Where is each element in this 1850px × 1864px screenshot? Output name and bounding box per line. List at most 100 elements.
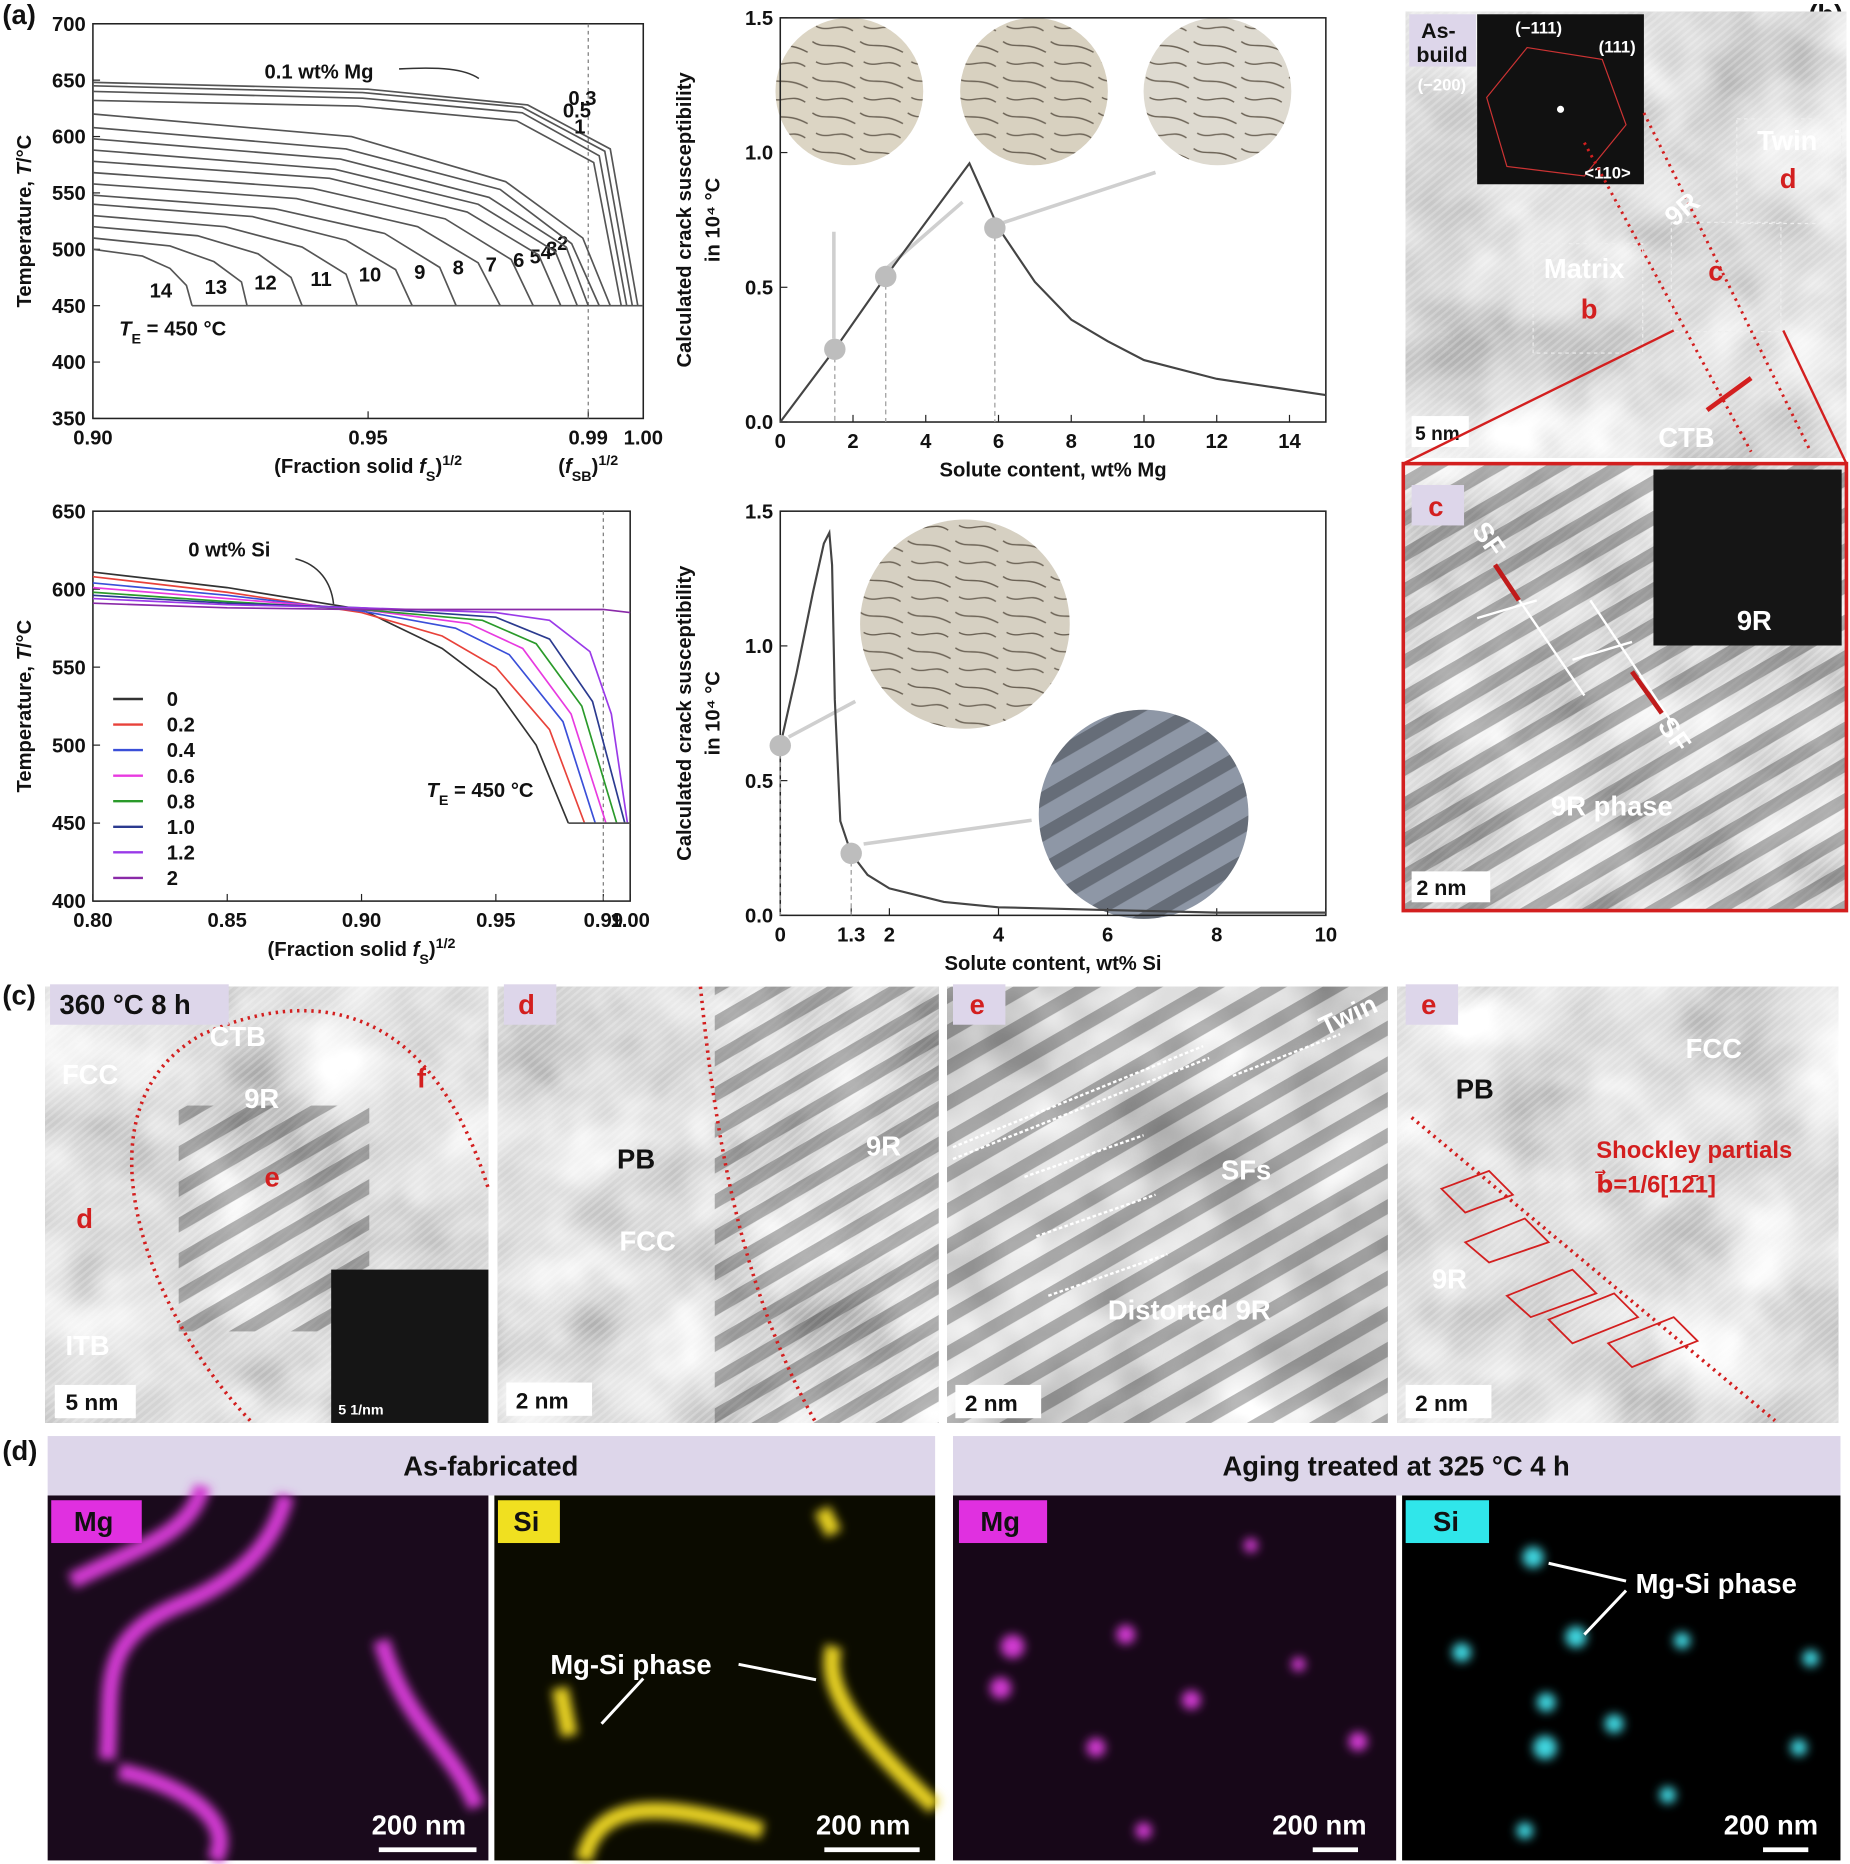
panel-b-inset: c SF SF 9R 9R phase 2 nm: [1401, 461, 1849, 913]
label: Distorted 9R: [1108, 1295, 1271, 1326]
label: c: [1708, 256, 1723, 287]
series-label: 14: [150, 280, 173, 302]
x-axis-label-part: (Fraction solid: [268, 939, 413, 961]
y-axis-label-part: Temperature,: [14, 660, 36, 792]
eds-map: [1402, 1495, 1841, 1861]
x-tick-label: 4: [920, 431, 932, 453]
scale-bar-label: 2 nm: [1416, 876, 1466, 900]
y-axis-label: Temperature, T/°C: [14, 134, 36, 307]
eds-map: [494, 1495, 936, 1861]
annotation-arrow: [295, 557, 335, 604]
legend-label: 1.2: [167, 843, 195, 865]
fft-spot: [1556, 105, 1565, 113]
reference-label-part: f: [565, 456, 574, 478]
data-line: [92, 571, 570, 824]
scale-box: [1405, 1384, 1492, 1419]
roi-box: [1532, 243, 1644, 354]
x-tick-label: 6: [993, 431, 1004, 453]
series-label: 13: [205, 277, 228, 299]
x-axis-label-part: 1/2: [436, 936, 456, 952]
scale-bar-label: 5 nm: [66, 1390, 119, 1415]
element-tag: [51, 1500, 142, 1544]
y-tick-label: 650: [52, 501, 86, 523]
tag: c: [1428, 491, 1443, 522]
y-tick-label: 0.5: [745, 277, 773, 299]
x-axis-label-part: f: [419, 456, 428, 478]
scale-bar-label: 5 nm: [1415, 424, 1459, 445]
marker: [824, 338, 846, 360]
legend-label: 0.6: [167, 766, 195, 788]
y-tick-label: 0.0: [745, 412, 773, 434]
label: FCC: [1686, 1033, 1743, 1064]
arrow: [787, 699, 857, 739]
y-tick-label: 600: [52, 127, 86, 149]
eutectic-label-part: E: [131, 331, 141, 347]
x-tick-label: 0.99: [584, 910, 623, 932]
data-line: [92, 194, 457, 306]
x-tick-label: 0.95: [348, 428, 387, 450]
label: ITB: [66, 1330, 110, 1361]
boundary-line: [698, 986, 818, 1424]
series-label: 1: [574, 117, 585, 139]
eds-map: [952, 1495, 1397, 1861]
scale-bar-label: 2 nm: [516, 1389, 569, 1414]
legend-label: 0.2: [167, 715, 195, 737]
x-tick-label: 0: [775, 431, 786, 453]
marker: [875, 265, 897, 288]
data-line: [92, 126, 600, 306]
tag: 360 °C 8 h: [60, 989, 191, 1020]
roi-box: [1736, 118, 1843, 225]
y-tick-label: 0.0: [745, 906, 773, 928]
scale-bar-label: 200 nm: [1724, 1809, 1818, 1840]
y-tick-label: 1.5: [745, 501, 773, 523]
eutectic-label-part: = 450 °C: [448, 780, 534, 802]
tem-lattice: [1397, 986, 1839, 1423]
annotation: Mg-Si phase: [1636, 1568, 1797, 1599]
label: b⃗=1/6[12̄1]: [1594, 1169, 1716, 1198]
tag: build: [1416, 43, 1467, 67]
tem-fringe: [714, 986, 939, 1423]
x-tick-label: 0.99: [569, 428, 608, 450]
annotation: 0.1 wt% Mg: [264, 61, 373, 83]
y-tick-label: 450: [52, 296, 86, 318]
fft-label: <110>: [1584, 163, 1631, 182]
plot-frame: [779, 510, 1327, 917]
x-axis-label-part: S: [419, 952, 429, 968]
data-line: [92, 582, 597, 824]
tag-box: [50, 984, 229, 1025]
x-tick-label: 0.90: [73, 428, 112, 450]
scale-box: [506, 1382, 593, 1416]
y-axis-label-part: T: [14, 646, 36, 660]
x-axis-label-part: f: [413, 939, 422, 961]
tag-box: [952, 984, 1006, 1025]
x-tick-label: 8: [1211, 925, 1222, 947]
series-label: 12: [254, 272, 277, 294]
legend-label: 1.0: [167, 817, 195, 839]
scale-bar-label: 200 nm: [816, 1809, 910, 1840]
y-tick-label: 450: [52, 813, 86, 835]
annotation: 0 wt% Si: [188, 539, 270, 561]
x-tick-label: 2: [884, 925, 895, 947]
element-label: Mg: [74, 1506, 114, 1537]
element-label: Mg: [980, 1506, 1020, 1537]
series-label: 0.3: [568, 88, 596, 110]
burgers-circuit: [1439, 1169, 1700, 1369]
x-tick-label: 1.00: [610, 910, 649, 932]
element-label: Si: [1433, 1506, 1459, 1537]
x-axis-label: (Fraction solid fS)1/2: [274, 453, 462, 485]
y-axis-label-part: /°C: [14, 134, 36, 163]
y-tick-label: 350: [52, 409, 86, 431]
y-tick-label: 1.0: [745, 636, 773, 658]
inset-frame: [1401, 461, 1849, 913]
data-line: [92, 99, 623, 306]
group-title: Aging treated at 325 °C 4 h: [1222, 1450, 1569, 1481]
marker: [769, 734, 791, 757]
data-line: [92, 591, 618, 824]
micrograph-photo: [1038, 709, 1249, 919]
eutectic-label-part: T: [426, 780, 440, 802]
reference-label-part: 1/2: [598, 453, 618, 469]
arrow: [863, 818, 1032, 846]
fft-overlay: [1486, 46, 1627, 177]
y-tick-label: 1.0: [745, 143, 773, 165]
